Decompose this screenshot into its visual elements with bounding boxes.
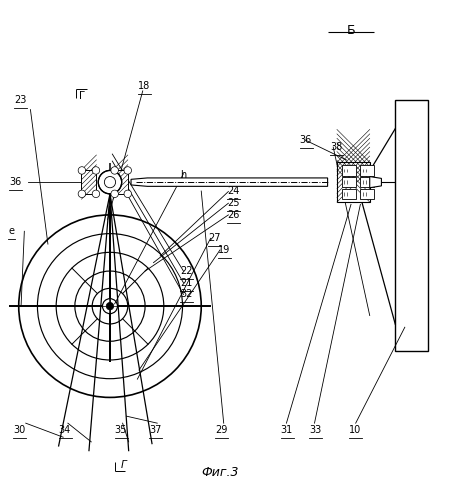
Text: h: h bbox=[180, 170, 186, 180]
Text: Г: Г bbox=[79, 90, 85, 101]
Text: 23: 23 bbox=[14, 95, 26, 105]
Bar bbox=[113, 170, 128, 194]
Bar bbox=[342, 177, 356, 188]
Text: 36: 36 bbox=[9, 177, 22, 187]
Circle shape bbox=[104, 176, 116, 188]
Polygon shape bbox=[131, 178, 328, 186]
Text: 29: 29 bbox=[215, 425, 227, 435]
Bar bbox=[360, 166, 374, 175]
Circle shape bbox=[124, 166, 132, 174]
Text: 22: 22 bbox=[180, 266, 193, 276]
Polygon shape bbox=[370, 176, 381, 188]
Text: Б: Б bbox=[347, 24, 355, 36]
Bar bbox=[337, 162, 370, 202]
Circle shape bbox=[78, 166, 86, 174]
Circle shape bbox=[106, 302, 114, 310]
Text: 36: 36 bbox=[300, 135, 312, 145]
Text: 30: 30 bbox=[13, 425, 25, 435]
Circle shape bbox=[111, 190, 118, 198]
Circle shape bbox=[98, 170, 122, 194]
Text: 19: 19 bbox=[218, 245, 230, 255]
Bar bbox=[342, 188, 356, 199]
Text: 10: 10 bbox=[349, 425, 361, 435]
Text: 33: 33 bbox=[309, 425, 321, 435]
Text: 35: 35 bbox=[115, 425, 127, 435]
Text: Г: Г bbox=[121, 460, 127, 470]
Text: 32: 32 bbox=[180, 290, 192, 300]
Text: e: e bbox=[8, 226, 15, 236]
Bar bbox=[360, 188, 374, 199]
Text: 26: 26 bbox=[227, 210, 239, 220]
Bar bbox=[360, 177, 374, 188]
Circle shape bbox=[92, 190, 100, 198]
Text: 37: 37 bbox=[149, 425, 161, 435]
Bar bbox=[395, 100, 428, 350]
Text: 34: 34 bbox=[58, 425, 71, 435]
Text: 24: 24 bbox=[227, 186, 239, 196]
Circle shape bbox=[78, 190, 86, 198]
Text: 25: 25 bbox=[227, 198, 240, 208]
Circle shape bbox=[124, 190, 132, 198]
Text: 21: 21 bbox=[180, 278, 192, 288]
Bar bbox=[342, 166, 356, 175]
Text: 38: 38 bbox=[330, 142, 342, 152]
Text: 31: 31 bbox=[281, 425, 293, 435]
Circle shape bbox=[111, 166, 118, 174]
Text: 27: 27 bbox=[208, 234, 221, 243]
Bar bbox=[81, 170, 96, 194]
Circle shape bbox=[92, 166, 100, 174]
Text: Фиг.3: Фиг.3 bbox=[201, 466, 239, 479]
Text: 18: 18 bbox=[138, 81, 150, 91]
